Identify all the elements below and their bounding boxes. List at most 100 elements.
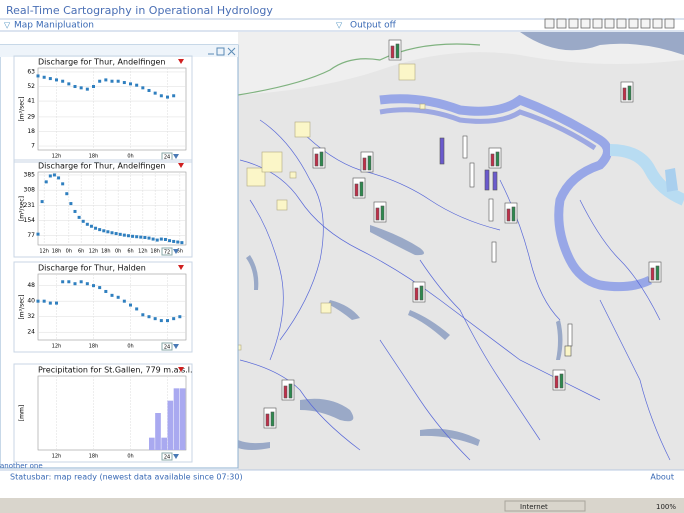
browser-statusbar xyxy=(0,498,684,513)
x-tick-label: 12h xyxy=(52,154,62,160)
x-tick-label: 0h xyxy=(66,249,72,255)
data-point xyxy=(143,236,147,240)
range-label: 24 xyxy=(164,455,170,461)
range-box xyxy=(161,342,173,351)
output-menu[interactable]: Output off xyxy=(350,21,397,31)
chart-frame xyxy=(13,159,193,258)
chart-title: Discharge for Thur, Andelfingen xyxy=(38,58,166,67)
chart-title: Precipitation for St.Gallen, 779 m.a.s.l… xyxy=(38,366,193,375)
data-point xyxy=(122,299,126,303)
alert-marker xyxy=(178,59,184,64)
data-point xyxy=(73,85,77,89)
map-menu[interactable]: Map Manipluation xyxy=(14,21,94,31)
data-point xyxy=(116,79,120,83)
data-point xyxy=(172,317,176,321)
y-axis-label: [m³/sec] xyxy=(19,294,26,319)
data-point xyxy=(168,239,172,243)
data-point xyxy=(102,229,106,233)
app-title: Real-Time Cartography in Operational Hyd… xyxy=(6,4,273,17)
data-point xyxy=(141,86,145,90)
data-point xyxy=(61,182,65,186)
data-point xyxy=(141,313,145,317)
chart-title: Discharge for Thur, Halden xyxy=(38,264,146,273)
x-tick-label: 0h xyxy=(127,454,133,460)
x-tick-label: 0h xyxy=(127,154,133,160)
x-tick-label: 18h xyxy=(89,454,99,460)
y-tick-label: 7 xyxy=(31,143,35,150)
plot-area xyxy=(37,273,187,341)
data-point xyxy=(89,224,93,228)
data-point xyxy=(94,226,98,230)
menu-arrow: ▽ xyxy=(4,21,11,30)
data-point xyxy=(178,315,182,319)
alert-marker xyxy=(178,265,184,270)
y-tick-label: 385 xyxy=(24,171,36,178)
data-point xyxy=(42,299,46,303)
x-tick-label: 12h xyxy=(52,454,62,460)
panel-header xyxy=(0,45,238,57)
y-tick-label: 18 xyxy=(27,128,35,135)
menu-arrow: ▽ xyxy=(336,21,343,30)
x-tick-label: 12h xyxy=(52,344,62,350)
alert-marker xyxy=(178,163,184,168)
chart-title: Discharge for Thur, Andelfingen xyxy=(38,162,166,171)
x-tick-label: 0h xyxy=(127,344,133,350)
data-point xyxy=(147,236,151,240)
data-point xyxy=(92,284,95,288)
range-box xyxy=(161,247,173,256)
range-label: 24 xyxy=(164,345,170,351)
data-point xyxy=(79,86,83,90)
data-point xyxy=(147,88,151,92)
y-axis-label: [mm] xyxy=(19,405,26,421)
data-point xyxy=(48,77,52,81)
x-tick-label: 12h xyxy=(138,249,148,255)
x-tick-label: 12h xyxy=(89,249,99,255)
data-point xyxy=(55,301,58,305)
y-tick-label: 308 xyxy=(24,187,36,194)
bar xyxy=(149,437,155,450)
bar xyxy=(173,388,180,450)
x-tick-label: 6h xyxy=(127,249,133,255)
data-point xyxy=(36,74,40,78)
data-point xyxy=(40,200,44,204)
chart-frame xyxy=(13,363,193,463)
data-point xyxy=(98,79,102,83)
data-point xyxy=(55,78,58,82)
toolbar-icons[interactable] xyxy=(544,18,675,29)
data-point xyxy=(176,240,180,244)
data-point xyxy=(36,299,40,303)
zone-box xyxy=(504,500,586,512)
data-point xyxy=(98,228,102,232)
chart-frame xyxy=(13,261,193,353)
data-point xyxy=(135,235,139,239)
about-link[interactable]: About xyxy=(650,473,674,482)
data-point xyxy=(114,232,118,236)
x-tick-label: 6h xyxy=(177,249,183,255)
data-point xyxy=(52,173,56,177)
y-tick-label: 231 xyxy=(24,202,36,209)
data-point xyxy=(172,239,176,243)
panel-buttons[interactable] xyxy=(208,47,236,56)
x-tick-label: 18h xyxy=(150,249,160,255)
range-label: 24 xyxy=(164,155,170,161)
y-tick-label: 48 xyxy=(27,282,35,289)
x-tick-label: 18h xyxy=(89,154,99,160)
range-spinner xyxy=(173,154,179,159)
data-point xyxy=(104,78,108,82)
alert-marker xyxy=(178,367,184,372)
range-spinner xyxy=(173,249,179,254)
y-tick-label: 41 xyxy=(27,98,35,105)
data-point xyxy=(48,301,52,305)
map[interactable] xyxy=(235,32,684,470)
data-point xyxy=(129,303,132,307)
bar xyxy=(167,400,174,450)
y-tick-label: 154 xyxy=(24,217,36,224)
data-point xyxy=(110,231,114,235)
data-point xyxy=(61,280,65,284)
data-point xyxy=(122,81,126,85)
range-spinner xyxy=(173,454,179,459)
data-point xyxy=(77,215,81,219)
y-axis-label: [m³/sec] xyxy=(19,96,26,121)
data-point xyxy=(118,232,122,236)
